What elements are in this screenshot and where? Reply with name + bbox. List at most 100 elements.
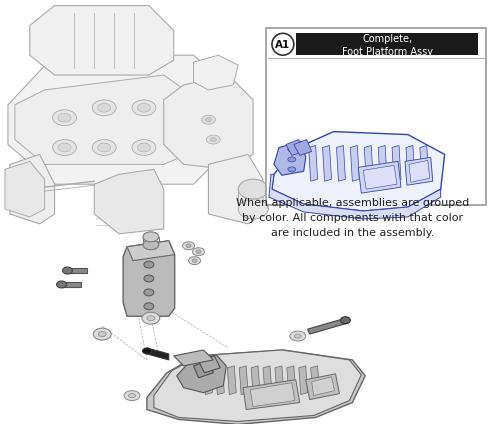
Ellipse shape: [206, 118, 212, 122]
Polygon shape: [358, 162, 401, 194]
Ellipse shape: [138, 104, 150, 113]
Polygon shape: [194, 56, 238, 91]
Ellipse shape: [294, 334, 301, 338]
Ellipse shape: [52, 140, 76, 156]
Polygon shape: [251, 366, 260, 395]
Ellipse shape: [56, 281, 66, 288]
Ellipse shape: [142, 348, 152, 354]
Polygon shape: [8, 56, 233, 185]
Ellipse shape: [290, 331, 306, 341]
Polygon shape: [15, 76, 198, 165]
Ellipse shape: [144, 289, 154, 296]
Ellipse shape: [132, 101, 156, 116]
Ellipse shape: [147, 316, 155, 321]
Polygon shape: [299, 366, 308, 395]
Polygon shape: [312, 377, 334, 396]
Ellipse shape: [62, 268, 72, 274]
Polygon shape: [274, 142, 306, 176]
Polygon shape: [62, 282, 82, 287]
Polygon shape: [5, 162, 44, 217]
Bar: [296, 34, 478, 56]
Polygon shape: [30, 6, 174, 76]
Ellipse shape: [58, 114, 71, 123]
Ellipse shape: [288, 167, 296, 173]
Ellipse shape: [144, 262, 154, 268]
Polygon shape: [310, 366, 320, 395]
Polygon shape: [409, 161, 430, 183]
Ellipse shape: [94, 328, 111, 340]
Polygon shape: [176, 355, 226, 393]
Polygon shape: [420, 146, 429, 182]
Ellipse shape: [182, 242, 194, 250]
Polygon shape: [194, 361, 214, 378]
Ellipse shape: [144, 303, 154, 310]
Ellipse shape: [132, 140, 156, 156]
Ellipse shape: [92, 101, 116, 116]
Text: When applicable, assemblies are grouped
by color. All components with that color: When applicable, assemblies are grouped …: [236, 198, 469, 237]
Ellipse shape: [52, 110, 76, 127]
Ellipse shape: [92, 140, 116, 156]
Ellipse shape: [202, 116, 215, 125]
Ellipse shape: [128, 394, 136, 398]
Polygon shape: [154, 350, 362, 421]
Polygon shape: [286, 140, 304, 156]
Polygon shape: [147, 348, 169, 360]
Polygon shape: [10, 155, 54, 225]
Polygon shape: [174, 350, 214, 366]
Ellipse shape: [142, 313, 160, 325]
Ellipse shape: [206, 136, 220, 145]
Polygon shape: [204, 366, 212, 395]
Polygon shape: [147, 350, 366, 424]
Ellipse shape: [138, 144, 150, 153]
Ellipse shape: [288, 148, 296, 153]
Polygon shape: [272, 132, 444, 212]
Polygon shape: [378, 146, 387, 182]
Polygon shape: [250, 383, 295, 406]
Polygon shape: [94, 170, 164, 234]
Text: A1: A1: [276, 40, 290, 50]
Polygon shape: [336, 146, 345, 182]
Polygon shape: [364, 166, 397, 190]
Polygon shape: [306, 374, 340, 400]
Polygon shape: [269, 175, 440, 219]
Ellipse shape: [168, 115, 179, 122]
Polygon shape: [406, 146, 415, 182]
Polygon shape: [243, 380, 300, 409]
Polygon shape: [164, 76, 253, 170]
Ellipse shape: [196, 250, 201, 254]
Polygon shape: [287, 366, 296, 395]
Ellipse shape: [238, 200, 268, 219]
Ellipse shape: [124, 391, 140, 400]
Ellipse shape: [186, 245, 191, 248]
Polygon shape: [216, 366, 224, 395]
Polygon shape: [263, 366, 272, 395]
Polygon shape: [350, 146, 360, 182]
Ellipse shape: [188, 257, 200, 265]
Polygon shape: [405, 158, 433, 186]
Ellipse shape: [143, 240, 159, 250]
Ellipse shape: [210, 138, 216, 142]
Circle shape: [272, 34, 294, 56]
Polygon shape: [208, 155, 263, 225]
Text: Complete,
Foot Platform Assy: Complete, Foot Platform Assy: [342, 34, 432, 57]
Ellipse shape: [144, 275, 154, 282]
Polygon shape: [239, 366, 248, 395]
Polygon shape: [392, 146, 401, 182]
Ellipse shape: [168, 134, 179, 142]
Polygon shape: [127, 241, 174, 261]
Polygon shape: [228, 366, 236, 395]
Polygon shape: [198, 356, 220, 373]
Ellipse shape: [98, 104, 111, 113]
Polygon shape: [275, 366, 284, 395]
Ellipse shape: [98, 144, 111, 153]
Polygon shape: [322, 146, 332, 182]
Polygon shape: [308, 319, 348, 334]
Polygon shape: [364, 146, 373, 182]
Ellipse shape: [143, 232, 159, 242]
Ellipse shape: [238, 180, 268, 200]
Ellipse shape: [288, 158, 296, 162]
Polygon shape: [68, 268, 87, 273]
Bar: [266, 29, 486, 206]
Ellipse shape: [98, 332, 106, 337]
Polygon shape: [294, 140, 312, 156]
